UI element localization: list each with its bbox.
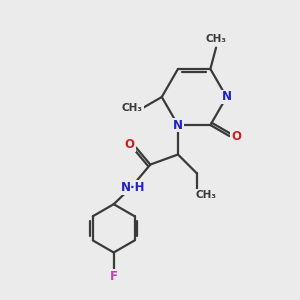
Text: CH₃: CH₃ — [122, 103, 143, 113]
Text: CH₃: CH₃ — [206, 34, 226, 44]
Text: F: F — [110, 269, 118, 283]
Text: N: N — [222, 91, 232, 103]
Text: O: O — [231, 130, 241, 142]
Text: N·H: N·H — [121, 181, 145, 194]
Text: N: N — [173, 118, 183, 131]
Text: CH₃: CH₃ — [196, 190, 217, 200]
Text: O: O — [124, 138, 135, 151]
